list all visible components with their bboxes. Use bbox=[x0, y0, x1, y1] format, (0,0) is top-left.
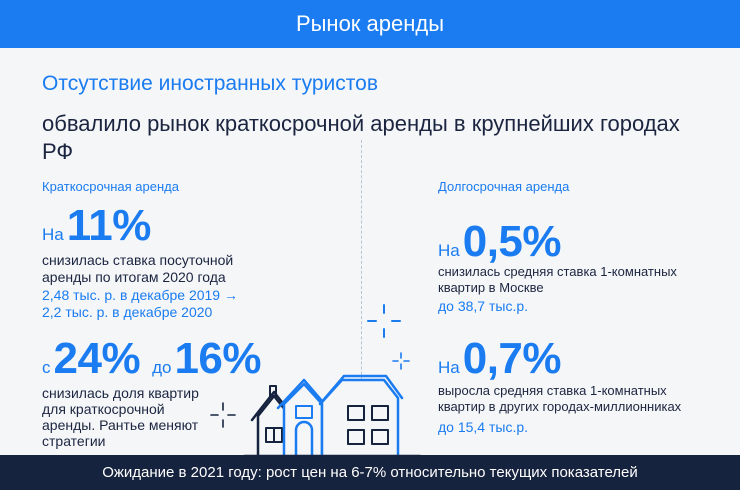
stat-prefix-to: до bbox=[152, 358, 172, 377]
sparkle-dark-icon bbox=[210, 402, 236, 428]
short-term-label: Краткосрочная аренда bbox=[42, 179, 179, 194]
sparkle-small-icon bbox=[392, 352, 410, 370]
short-term-stat2-desc-2: для краткосрочной bbox=[42, 401, 165, 417]
stat-prefix: На bbox=[438, 241, 460, 260]
long-term-stat1-desc-2: квартир в Москве bbox=[438, 280, 544, 295]
stat-prefix: На bbox=[438, 358, 460, 377]
short-term-stat1-desc-1: снизилась ставка посуточной bbox=[42, 252, 234, 268]
stat-value: 11% bbox=[66, 201, 152, 250]
short-term-stat2-desc-3: аренды. Рантье меняют bbox=[42, 417, 199, 433]
footer-bar: Ожидание в 2021 году: рост цен на 6-7% о… bbox=[0, 455, 740, 490]
section-divider bbox=[361, 140, 362, 440]
stat-prefix-from: с bbox=[42, 358, 51, 377]
footer-text: Ожидание в 2021 году: рост цен на 6-7% о… bbox=[102, 464, 638, 481]
long-term-stat2-desc-2: квартир в других городах-миллионниках bbox=[438, 399, 682, 414]
main-title: обвалило рынок краткосрочной аренды в кр… bbox=[42, 111, 680, 164]
stat-value: 0,7% bbox=[462, 334, 562, 383]
houses-illustration-icon bbox=[244, 374, 422, 458]
header-bar: Рынок аренды bbox=[0, 0, 740, 48]
stat-value-from: 24% bbox=[53, 334, 141, 383]
stat-prefix: На bbox=[42, 225, 64, 244]
short-term-stat2-desc-1: снизилась доля квартир bbox=[42, 385, 199, 401]
short-term-stat1-detail-1: 2,48 тыс. р. в декабре 2019 → bbox=[42, 287, 238, 303]
long-term-stat2-figure: На 0,7% bbox=[438, 334, 562, 384]
long-term-stat1-desc-1: снизилась средняя ставка 1-комнатных bbox=[438, 264, 677, 279]
long-term-stat1-detail: до 38,7 тыс.р. bbox=[438, 298, 529, 314]
stat-value: 0,5% bbox=[462, 217, 562, 266]
short-term-stat1-desc-2: аренды по итогам 2020 года bbox=[42, 269, 226, 285]
short-term-stat2-desc-4: стратегии bbox=[42, 433, 106, 449]
sparkle-icon bbox=[367, 304, 401, 338]
short-term-stat1-figure: На 11% bbox=[42, 201, 151, 251]
long-term-stat2-detail: до 15,4 тыс.р. bbox=[438, 419, 529, 435]
header-title: Рынок аренды bbox=[295, 11, 445, 36]
long-term-stat2-desc-1: выросла средняя ставка 1-комнатных bbox=[438, 383, 667, 398]
subtitle: Отсутствие иностранных туристов bbox=[42, 72, 378, 95]
long-term-label: Долгосрочная аренда bbox=[438, 179, 570, 194]
short-term-stat1-detail-2: 2,2 тыс. р. в декабре 2020 bbox=[42, 304, 213, 320]
long-term-stat1-figure: На 0,5% bbox=[438, 217, 562, 267]
stat-value-to: 16% bbox=[174, 334, 262, 383]
short-term-stat2-figure: с 24% до 16% bbox=[42, 334, 262, 384]
